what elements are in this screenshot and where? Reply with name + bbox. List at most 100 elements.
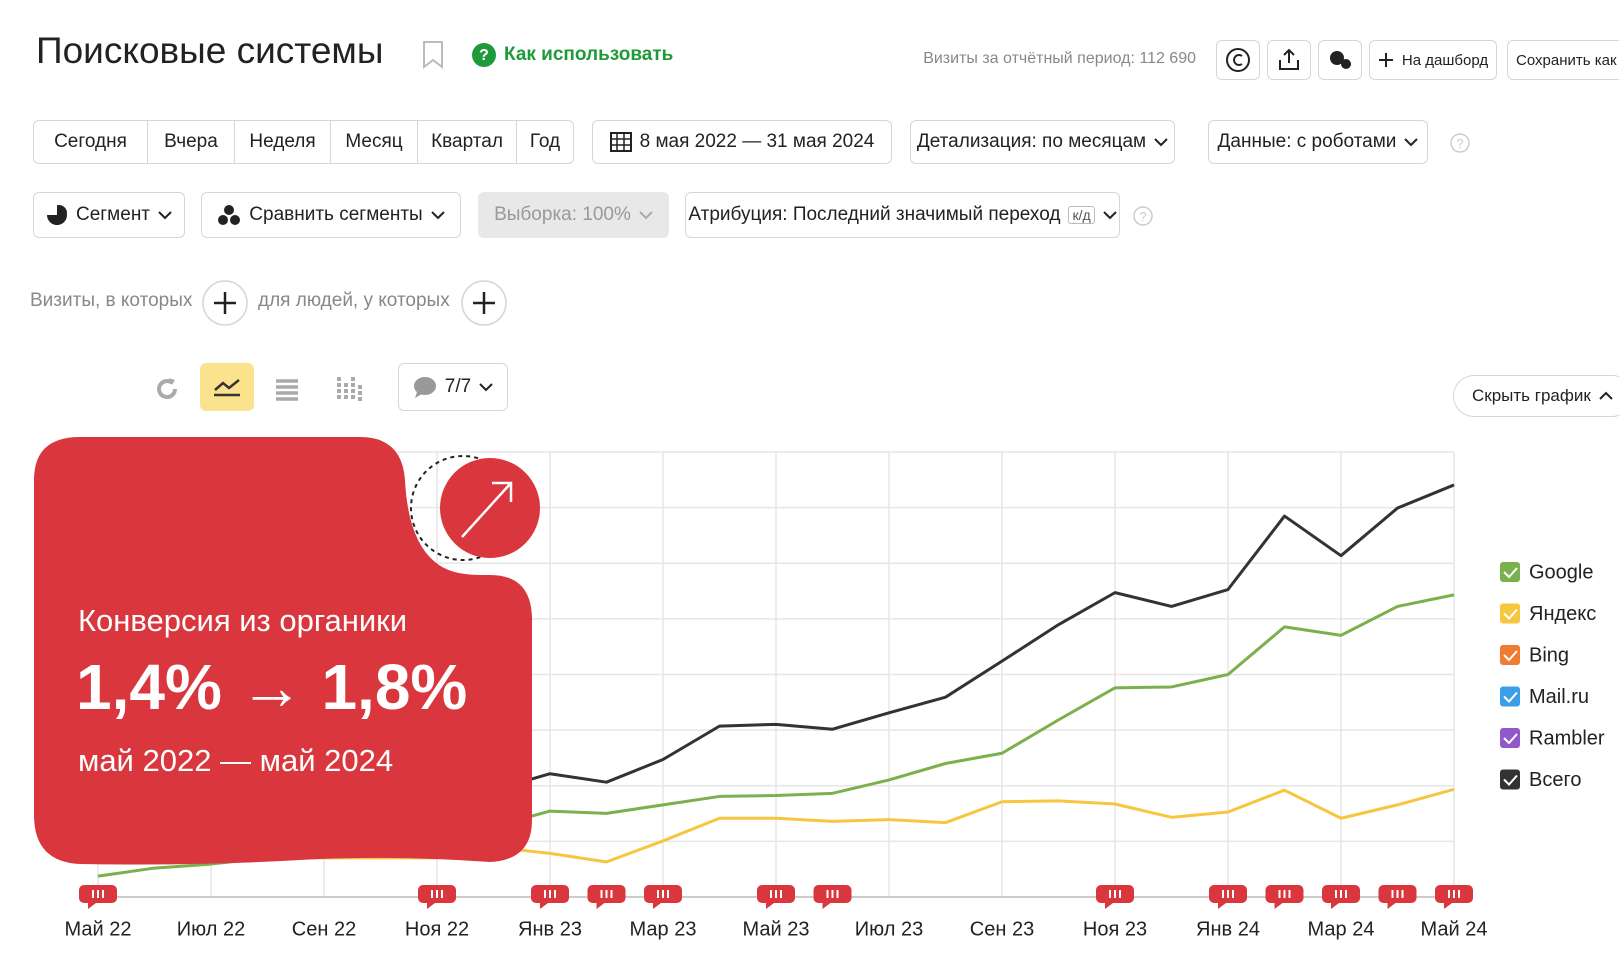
note-marker xyxy=(1378,885,1417,909)
period-button[interactable]: Вчера xyxy=(148,120,235,164)
note-marker-lines xyxy=(1391,890,1404,898)
add-filter-button[interactable] xyxy=(460,279,508,327)
legend-check xyxy=(1503,733,1518,745)
promo-value: 1,4% → 1,8% xyxy=(76,651,468,723)
legend-item[interactable]: Всего xyxy=(1500,769,1581,791)
detail-dropdown[interactable]: Детализация: по месяцам xyxy=(910,120,1175,164)
notes-dropdown[interactable]: 7/7 xyxy=(398,363,508,411)
note-marker xyxy=(1322,885,1360,909)
attribution-dropdown[interactable]: Атрибуция: Последний значимый переход к/д xyxy=(685,192,1120,238)
x-tick-label: Мар 23 xyxy=(630,918,697,940)
note-marker-lines xyxy=(1448,890,1460,898)
legend-check xyxy=(1503,567,1518,579)
note-marker xyxy=(1209,885,1247,909)
svg-text:?: ? xyxy=(1456,136,1463,151)
notes-counter: 7/7 xyxy=(444,376,472,397)
legend-check xyxy=(1503,650,1518,662)
segment-label: Сегмент xyxy=(75,204,151,225)
dashboard-button[interactable]: На дашборд xyxy=(1369,40,1497,80)
note-marker-lines xyxy=(1109,890,1121,898)
note-marker-lines xyxy=(1278,890,1291,898)
copyright-button[interactable] xyxy=(1216,40,1260,80)
hide-chart-label: Скрыть график xyxy=(1472,386,1591,405)
legend-checkbox xyxy=(1500,686,1520,707)
save-button[interactable]: Сохранить как xyxy=(1507,40,1619,80)
legend-item[interactable]: Bing xyxy=(1500,644,1569,666)
filter-people: для людей, у которых xyxy=(258,290,450,311)
legend-checkbox xyxy=(1500,728,1520,748)
note-marker-lines xyxy=(657,890,669,898)
bookmark-icon[interactable] xyxy=(421,40,445,70)
period-button[interactable]: Месяц xyxy=(331,120,418,164)
note-marker xyxy=(79,885,117,909)
legend-checkbox xyxy=(1500,645,1520,665)
compare-dropdown[interactable]: Сравнить сегменты xyxy=(201,192,461,238)
note-marker-lines xyxy=(431,890,443,898)
svg-text:?: ? xyxy=(1139,209,1146,224)
help-text: Как использовать xyxy=(504,44,674,65)
help-icon: ? xyxy=(472,43,496,67)
legend-label: Google xyxy=(1529,561,1594,583)
save-label: Сохранить как xyxy=(1516,51,1617,69)
filter-visits: Визиты, в которых xyxy=(30,290,193,311)
help-link[interactable]: ? Как использовать xyxy=(472,43,673,67)
legend-label: Яндекс xyxy=(1529,603,1596,625)
legend-checkbox xyxy=(1500,603,1520,624)
period-button[interactable]: Неделя xyxy=(235,120,331,164)
note-marker-lines xyxy=(600,890,613,898)
add-filter-button[interactable] xyxy=(201,279,249,327)
legend-label: Rambler xyxy=(1529,727,1605,749)
period-button[interactable]: Год xyxy=(517,120,574,164)
note-marker xyxy=(1096,885,1134,909)
sample-label: Выборка: 100% xyxy=(494,204,631,225)
note-marker xyxy=(1435,885,1473,909)
hide-chart-button[interactable]: Скрыть график xyxy=(1453,375,1619,417)
stacked-chart-icon[interactable] xyxy=(273,375,301,403)
help-icon[interactable]: ? xyxy=(1449,132,1471,154)
date-range-button[interactable]: 8 мая 2022 — 31 мая 2024 xyxy=(592,120,892,164)
date-range: 8 мая 2022 — 31 мая 2024 xyxy=(639,131,875,152)
legend-item[interactable]: Mail.ru xyxy=(1500,686,1589,708)
sample-dropdown: Выборка: 100% xyxy=(478,192,669,238)
legend-item[interactable]: Google xyxy=(1500,561,1594,583)
legend-item[interactable]: Яндекс xyxy=(1500,603,1596,625)
promo-period: май 2022 — май 2024 xyxy=(78,743,394,778)
legend-check xyxy=(1503,774,1518,786)
line-chart-toggle[interactable] xyxy=(200,363,254,411)
note-marker xyxy=(757,885,795,909)
note-marker xyxy=(813,885,852,909)
legend-label: Всего xyxy=(1529,769,1581,791)
x-tick-label: Ноя 23 xyxy=(1083,918,1147,940)
dashboard-label: На дашборд xyxy=(1401,51,1489,69)
comments-button[interactable] xyxy=(1318,40,1362,80)
legend-item[interactable]: Rambler xyxy=(1500,727,1605,749)
refresh-icon[interactable] xyxy=(153,375,181,403)
promo-title: Конверсия из органики xyxy=(78,603,408,638)
x-tick-label: Май 22 xyxy=(65,918,132,940)
note-marker-lines xyxy=(826,890,839,898)
legend-label: Bing xyxy=(1529,644,1569,666)
svg-text:?: ? xyxy=(479,47,489,64)
note-marker xyxy=(1265,885,1304,909)
legend-checkbox xyxy=(1500,562,1520,582)
note-marker xyxy=(644,885,682,909)
x-tick-label: Сен 22 xyxy=(292,918,356,940)
x-tick-label: Ноя 22 xyxy=(405,918,469,940)
x-tick-label: Янв 23 xyxy=(518,918,582,940)
note-marker xyxy=(418,885,456,909)
note-marker-lines xyxy=(544,890,556,898)
x-tick-label: Янв 24 xyxy=(1196,918,1260,940)
segment-dropdown[interactable]: Сегмент xyxy=(33,192,185,238)
table-chart-icon[interactable] xyxy=(335,375,363,403)
period-button[interactable]: Квартал xyxy=(418,120,517,164)
legend-check xyxy=(1503,691,1518,703)
detail-label: Детализация: по месяцам xyxy=(916,131,1147,152)
help-icon[interactable]: ? xyxy=(1132,205,1154,227)
share-button[interactable] xyxy=(1267,40,1311,80)
period-button[interactable]: Сегодня xyxy=(33,120,148,164)
x-tick-label: Июл 22 xyxy=(177,918,245,940)
data-mode-dropdown[interactable]: Данные: с роботами xyxy=(1208,120,1428,164)
attribution-tag: к/д xyxy=(1068,206,1095,224)
legend-label: Mail.ru xyxy=(1529,686,1589,708)
